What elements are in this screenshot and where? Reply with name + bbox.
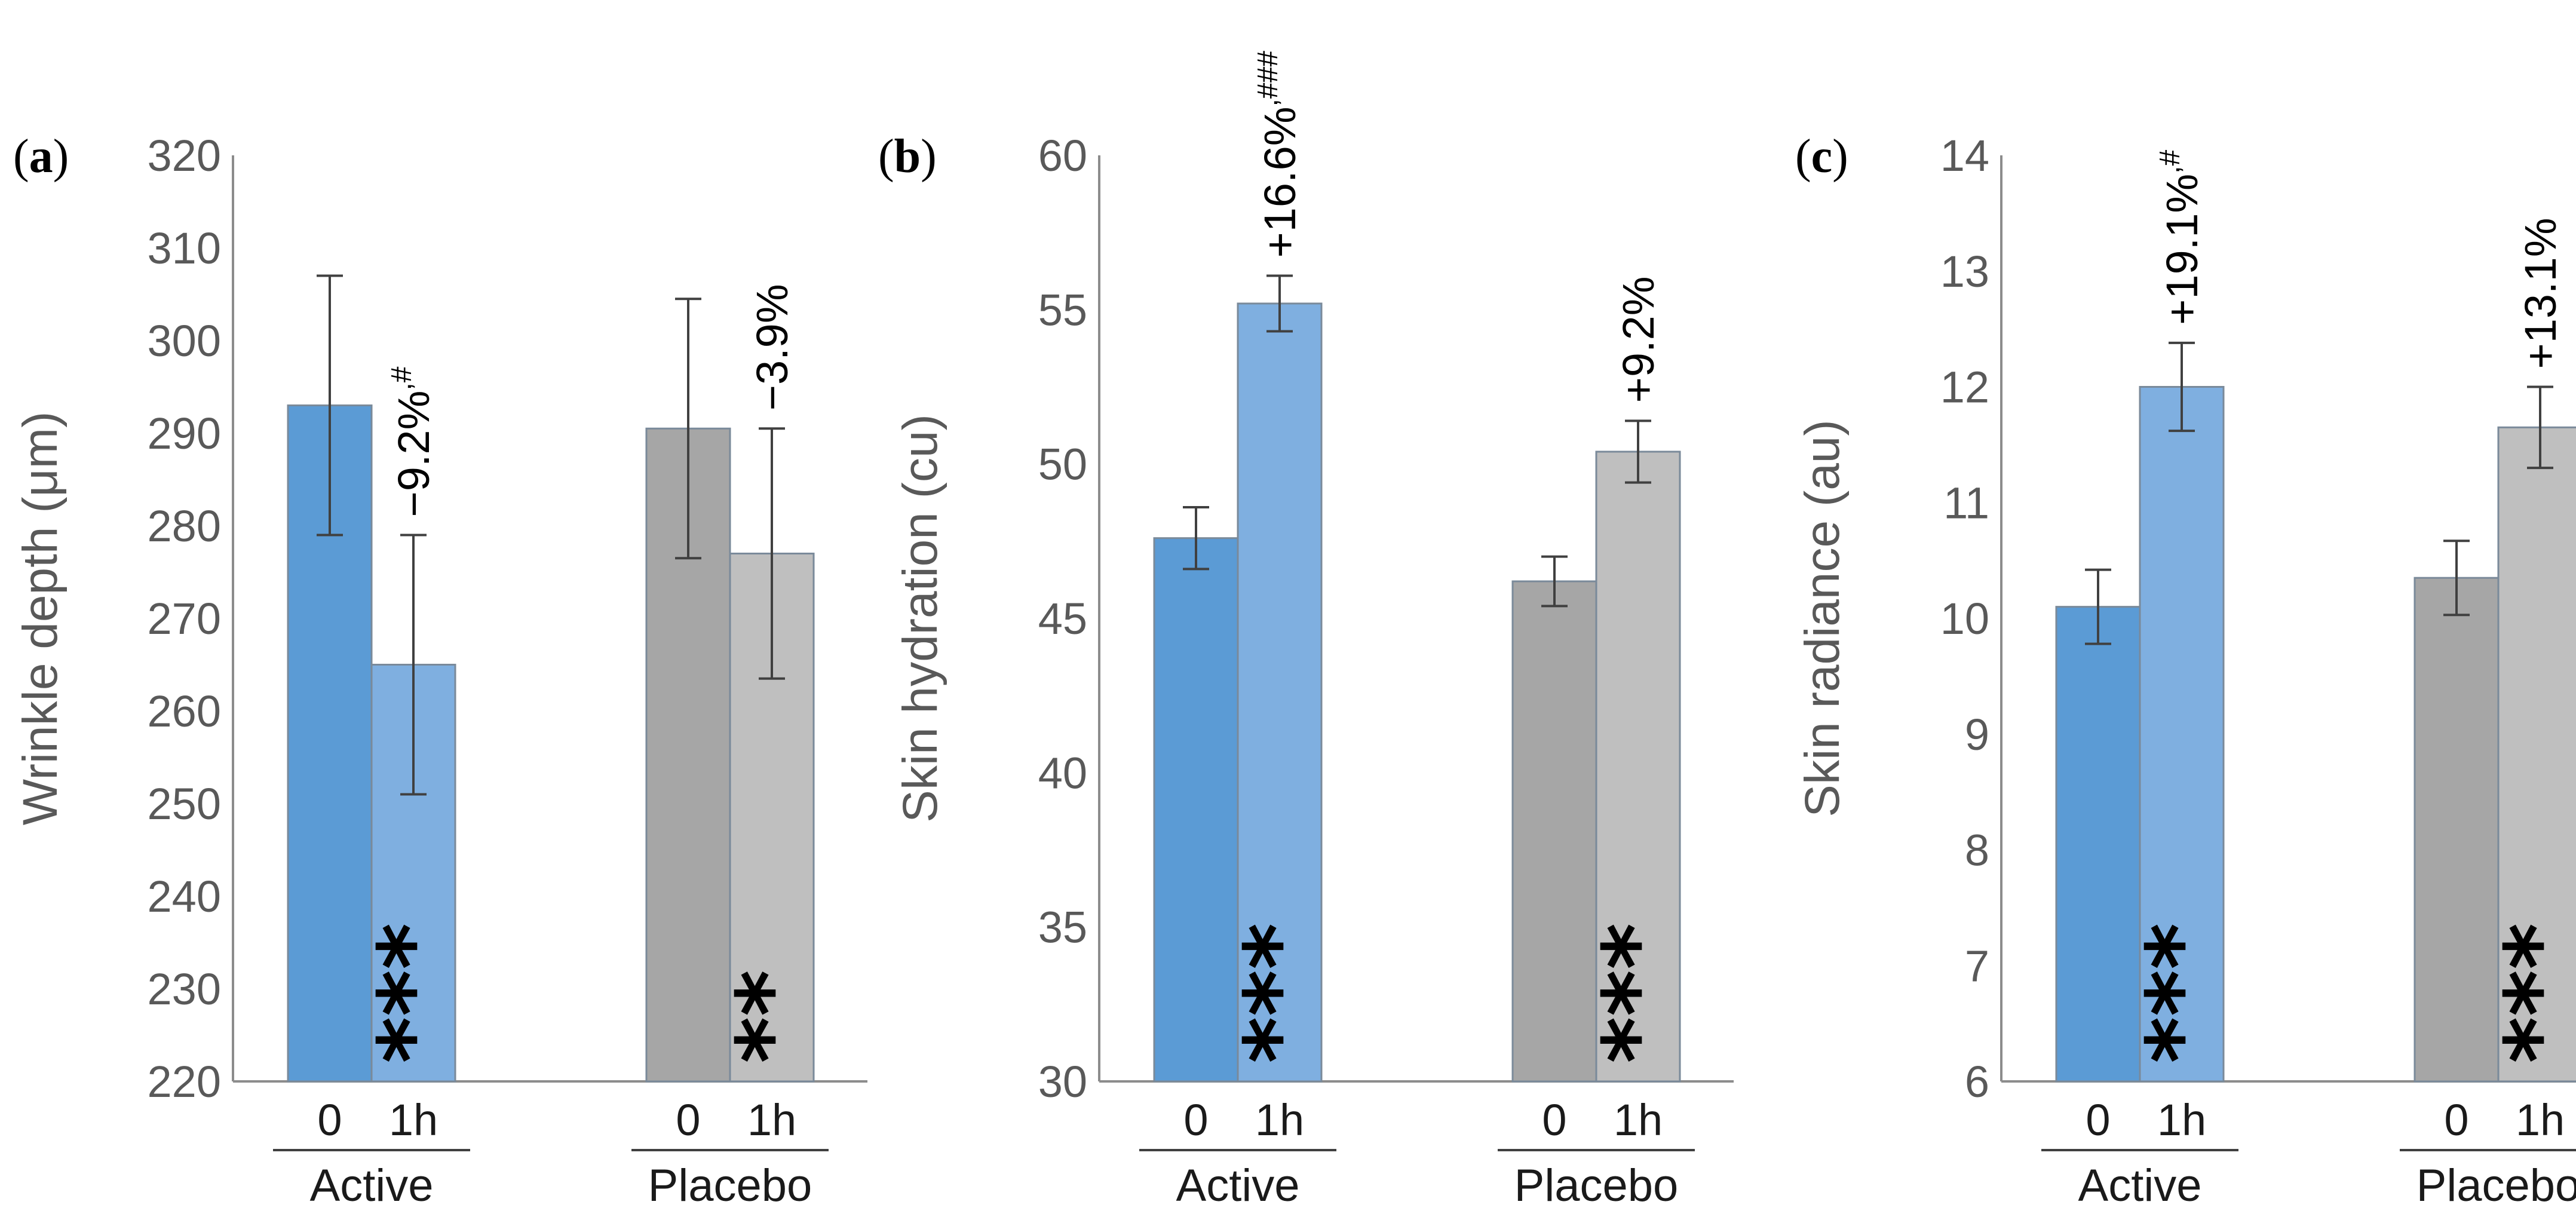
y-axis-label: Skin radiance (au)	[1795, 419, 1850, 817]
y-tick-label: 10	[1940, 594, 1989, 643]
percent-change-label: +13.1%	[2516, 217, 2565, 369]
y-tick-label: 230	[148, 964, 221, 1014]
y-tick-label: 9	[1965, 710, 1989, 759]
y-axis-label: Wrinkle depth (μm)	[13, 412, 68, 826]
panel-label: (a)	[13, 130, 69, 183]
y-tick-label: 35	[1038, 903, 1087, 952]
percent-change-label: +19.1%,#	[2154, 149, 2207, 324]
x-tick-label: 0	[317, 1095, 342, 1145]
y-tick-label: 280	[148, 501, 221, 551]
y-tick-label: 290	[148, 409, 221, 458]
y-tick-label: 55	[1038, 285, 1087, 335]
y-tick-label: 220	[148, 1057, 221, 1106]
group-label: Placebo	[648, 1160, 812, 1211]
y-tick-label: 60	[1038, 131, 1087, 180]
bar	[1595, 450, 1681, 1083]
significance-stars: ***	[2486, 923, 2576, 1063]
y-tick-label: 320	[148, 131, 221, 180]
x-tick-label: 0	[676, 1095, 700, 1145]
x-tick-label: 0	[1542, 1095, 1566, 1145]
y-tick-label: 310	[148, 223, 221, 273]
y-tick-label: 45	[1038, 594, 1087, 643]
x-tick-label: 1h	[389, 1095, 438, 1145]
percent-change-label: −9.2%,#	[386, 366, 438, 517]
group-label: Active	[2078, 1160, 2202, 1211]
percent-change-label: −3.9%	[747, 284, 797, 410]
y-tick-label: 13	[1940, 247, 1989, 296]
significance-stars: ***	[2128, 923, 2232, 1063]
y-tick-label: 40	[1038, 748, 1087, 798]
y-tick-label: 11	[1943, 478, 1989, 528]
y-tick-label: 12	[1940, 363, 1989, 412]
percent-change-label: +16.6%,###	[1252, 51, 1305, 258]
significance-stars: ***	[1226, 923, 1330, 1063]
x-tick-label: 1h	[2516, 1095, 2565, 1145]
x-tick-label: 0	[1183, 1095, 1208, 1145]
y-tick-label: 250	[148, 779, 221, 829]
x-tick-label: 0	[2444, 1095, 2468, 1145]
significance-stars: ***	[360, 923, 464, 1063]
chart-panel-a: 220 230 240 250 260 270 280 290 300 310 320 Wrinkle…	[13, 130, 867, 1211]
bar	[2055, 606, 2141, 1083]
group-label: Placebo	[2416, 1160, 2576, 1211]
panel-label: (b)	[878, 130, 937, 183]
bar	[1511, 580, 1597, 1083]
group-label: Active	[310, 1160, 434, 1211]
group-label: Placebo	[1514, 1160, 1679, 1211]
y-tick-label: 8	[1965, 826, 1989, 875]
chart-panel-b: 30 35 40 45 50 55 60 Skin hydration (cu) (b) 0 1h 0…	[878, 51, 1734, 1211]
percent-change-label: +9.2%	[1614, 276, 1663, 403]
x-tick-label: 1h	[2157, 1095, 2206, 1145]
y-tick-label: 260	[148, 686, 221, 736]
x-tick-label: 1h	[1614, 1095, 1663, 1145]
y-tick-label: 14	[1940, 131, 1989, 180]
bar	[2139, 386, 2225, 1083]
y-tick-label: 270	[148, 594, 221, 643]
x-tick-label: 1h	[747, 1095, 796, 1145]
y-tick-label: 7	[1965, 941, 1989, 991]
panel-label: (c)	[1795, 130, 1848, 183]
bar	[370, 664, 456, 1083]
bar	[1153, 537, 1239, 1083]
significance-stars: **	[718, 970, 822, 1063]
x-tick-label: 1h	[1255, 1095, 1304, 1145]
y-tick-label: 6	[1965, 1057, 1989, 1106]
y-tick-label: 30	[1038, 1057, 1087, 1106]
y-axis-label: Skin hydration (cu)	[893, 414, 947, 823]
bar	[1237, 302, 1323, 1083]
bar	[2414, 577, 2500, 1083]
y-tick-label: 50	[1038, 440, 1087, 489]
y-tick-label: 240	[148, 872, 221, 921]
significance-stars: ***	[1584, 923, 1688, 1063]
group-label: Active	[1176, 1160, 1300, 1211]
y-tick-label: 300	[148, 316, 221, 366]
x-tick-label: 0	[2086, 1095, 2110, 1145]
